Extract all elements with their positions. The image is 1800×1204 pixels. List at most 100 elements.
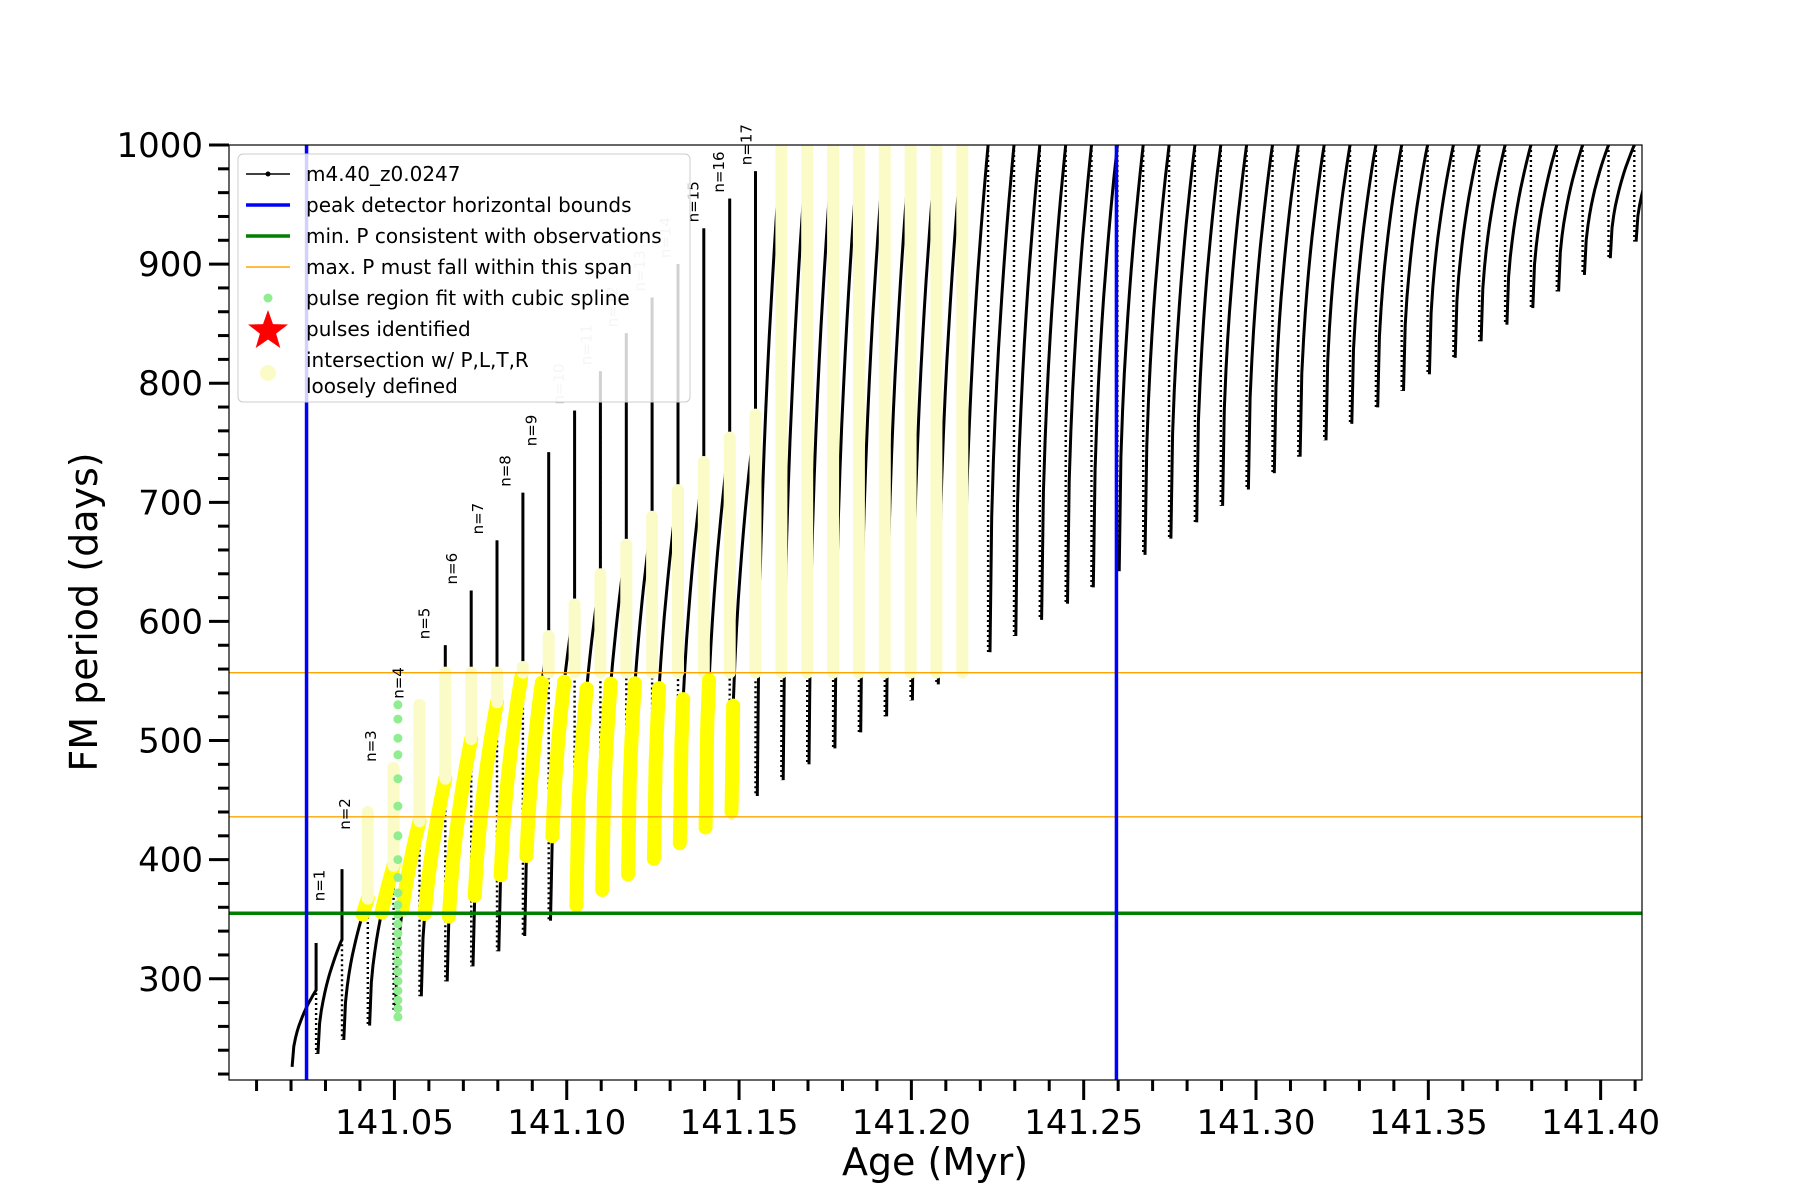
- spline-fit-point: [393, 700, 403, 710]
- track-pulse: [1195, 145, 1223, 523]
- legend-label: min. P consistent with observations: [306, 224, 662, 248]
- pulse-label: n=6: [443, 553, 461, 585]
- intersection-arc: [545, 674, 572, 844]
- legend-label-line: max. P must fall within this span: [306, 255, 632, 279]
- x-tick-label: 141.05: [335, 1103, 454, 1143]
- track-pulse: [1582, 145, 1610, 275]
- track-pulse: [1169, 145, 1197, 539]
- spline-fit-point: [393, 774, 403, 784]
- spline-fit-point: [393, 948, 403, 958]
- x-tick-label: 141.15: [680, 1103, 799, 1143]
- legend-label: intersection w/ P,L,T,R loosely defined: [306, 348, 529, 398]
- pulse-label: n=16: [710, 151, 728, 192]
- track-pulse: [1376, 145, 1404, 408]
- spline-fit-point: [393, 967, 403, 977]
- track-pulse: [1505, 145, 1533, 325]
- legend-marker-dot: [265, 171, 271, 177]
- intersection-arc: [519, 675, 549, 863]
- track-pulse: [1040, 145, 1068, 620]
- legend-label: pulse region fit with cubic spline: [306, 286, 630, 310]
- spline-fit-point: [393, 1012, 403, 1022]
- spline-fit-point: [393, 957, 403, 967]
- x-axis-label: Age (Myr): [842, 1140, 1028, 1184]
- spline-fit-point: [393, 831, 403, 841]
- spline-fit-point: [393, 801, 403, 811]
- axes: 300 400 500 600 700 800 900 1000 141.05 141.10 141…: [116, 126, 1660, 1143]
- pulse-label: n=3: [362, 730, 380, 762]
- plot-frame: [228, 144, 1643, 1081]
- intersection-arc: [395, 814, 427, 917]
- x-tick-label: 141.25: [1024, 1103, 1143, 1143]
- track-pulse: [1427, 145, 1455, 375]
- legend-frame: [237, 153, 691, 403]
- track-pulse: [1402, 145, 1430, 391]
- y-axis-label: FM period (days): [62, 452, 106, 771]
- pulse-label: n=4: [390, 667, 408, 699]
- spline-fit-point: [393, 976, 403, 986]
- intersection-arc: [672, 692, 691, 851]
- legend-label-line: pulse region fit with cubic spline: [306, 286, 630, 310]
- spline-fit-point: [393, 938, 403, 948]
- legend-label-line: pulses identified: [306, 317, 471, 341]
- y-tick-label: 400: [138, 841, 203, 881]
- intersection-markers: [355, 145, 969, 924]
- track-pulse: [1066, 145, 1093, 604]
- legend-label-line: m4.40_z0.0247: [306, 162, 461, 186]
- track-pulse: [1634, 187, 1642, 242]
- track-pulse: [1221, 145, 1249, 506]
- intersection-arc: [646, 681, 667, 866]
- legend-label: max. P must fall within this span: [306, 255, 632, 279]
- spline-fit-point: [393, 929, 403, 938]
- track-pulse: [1608, 145, 1636, 259]
- track-pulse: [1453, 145, 1481, 358]
- track-pulse: [1246, 145, 1274, 490]
- spline-fit-point: [393, 995, 403, 1005]
- spline-fit-point: [393, 888, 403, 898]
- pulse-label: n=2: [336, 798, 354, 830]
- spline-fit-point: [393, 986, 403, 996]
- track-pulse: [1143, 145, 1171, 555]
- intersection-arc: [374, 858, 401, 920]
- intersection-arc: [441, 732, 479, 924]
- track-pulse: [1350, 145, 1378, 424]
- pulse-label: n=7: [469, 503, 487, 535]
- legend-marker-circle: [260, 365, 276, 381]
- spline-fit-point: [393, 733, 403, 743]
- track-pulse: [1557, 145, 1585, 292]
- track-pulse: [316, 869, 344, 1054]
- y-tick-label: 1000: [116, 126, 203, 166]
- spline-fit-point: [393, 900, 403, 910]
- track-pulse: [1272, 145, 1300, 474]
- spline-fit-point: [393, 855, 403, 865]
- track-pulse: [1117, 145, 1145, 572]
- intersection-arc: [595, 676, 618, 897]
- legend-label-line: intersection w/ P,L,T,R: [306, 348, 529, 372]
- legend-label: m4.40_z0.0247: [306, 162, 461, 186]
- pulse-label: n=1: [310, 870, 328, 902]
- x-tick-label: 141.35: [1369, 1103, 1488, 1143]
- pulse-label: n=8: [496, 455, 514, 487]
- legend-label: pulses identified: [306, 317, 471, 341]
- y-tick-label: 600: [138, 602, 203, 642]
- track-pulse: [1298, 145, 1326, 457]
- spline-fit-point: [393, 750, 403, 760]
- intersection-arc: [493, 670, 529, 883]
- spline-fit-point: [393, 873, 403, 882]
- spline-fit-point: [393, 919, 403, 929]
- track-pulse: [1531, 145, 1559, 309]
- track-pulse: [1479, 145, 1507, 342]
- track-pulse: [1091, 145, 1119, 588]
- y-tick-label: 300: [138, 960, 203, 1000]
- plot-area: [229, 145, 1642, 1080]
- x-tick-label: 141.10: [507, 1103, 626, 1143]
- y-tick-label: 500: [138, 722, 203, 762]
- intersection-arc: [724, 698, 741, 819]
- pulse-label: n=9: [522, 415, 540, 447]
- pulse-label: n=5: [415, 608, 433, 640]
- spline-fit-point: [393, 1004, 403, 1013]
- intersection-arc: [417, 771, 453, 921]
- x-tick-label: 141.30: [1197, 1103, 1316, 1143]
- intersection-arc: [467, 695, 504, 903]
